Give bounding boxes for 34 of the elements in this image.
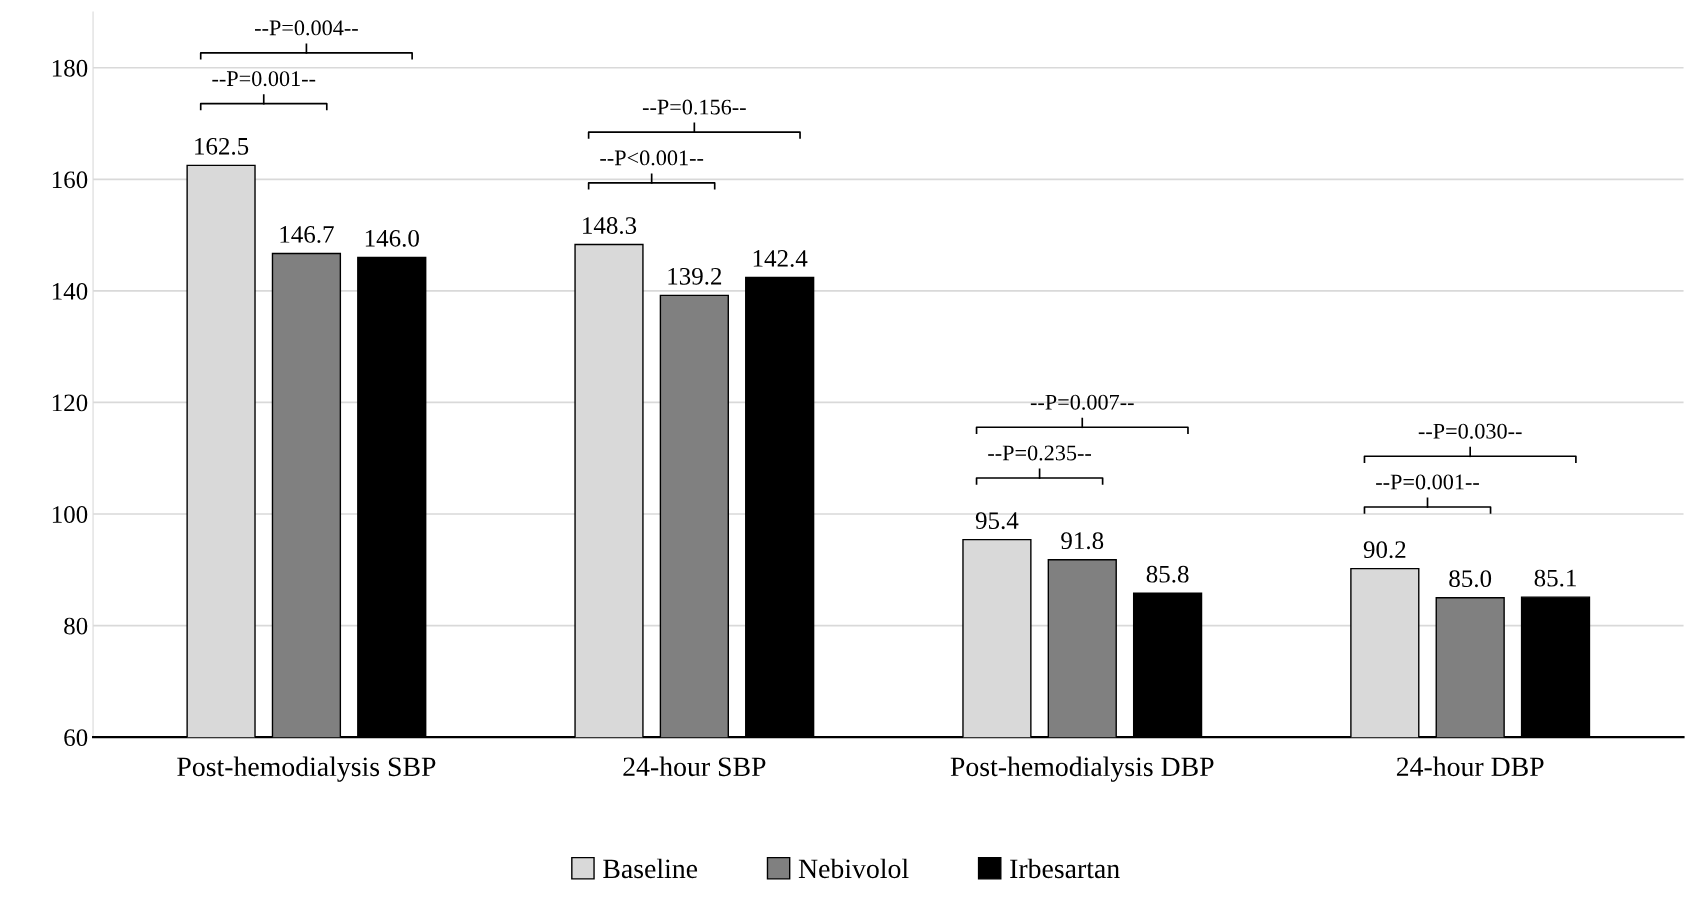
annotation: --P=0.235--: [988, 445, 1092, 461]
text: 85.0: [1449, 570, 1492, 588]
annotation: --P=0.001--: [1376, 474, 1479, 490]
text: 91.8: [1061, 532, 1104, 550]
annotation: --P=0.030--: [1418, 423, 1522, 439]
text: 142.4: [753, 250, 808, 267]
annotation: --P=0.156--: [642, 99, 746, 115]
text: 139.2: [668, 267, 722, 285]
y-tick-label: 60: [64, 729, 88, 747]
legend-label: Nebivolol: [798, 858, 909, 879]
text: 85.1: [1534, 569, 1576, 587]
annotation: --P=0.004--: [255, 20, 358, 36]
text: 146.7: [280, 226, 334, 243]
text: 146.0: [365, 229, 419, 247]
annotation: --P=0.001--: [212, 71, 316, 87]
annotation: --P<0.001--: [600, 150, 704, 166]
text: 148.3: [583, 217, 637, 235]
legend-label: Irbesartan: [1010, 858, 1120, 879]
y-tick-label: 140: [52, 282, 88, 300]
y-tick-label: 80: [64, 617, 88, 635]
text: 95.4: [975, 512, 1019, 530]
x-tick-label: 24-hour DBP: [1396, 756, 1544, 777]
text: 162.5: [195, 137, 249, 155]
legend-label: Baseline: [603, 858, 698, 879]
x-tick-label: Post-hemodialysis SBP: [177, 756, 436, 782]
y-tick-label: 160: [52, 171, 88, 189]
x-tick-label: Post-hemodialysis DBP: [950, 756, 1214, 782]
y-tick-label: 100: [52, 506, 88, 523]
text: 90.2: [1363, 541, 1406, 559]
x-tick-label: 24-hour SBP: [623, 756, 766, 777]
y-tick-label: 120: [52, 394, 88, 412]
text: 85.8: [1146, 565, 1189, 583]
annotation: --P=0.007--: [1030, 394, 1134, 410]
y-tick-label: 180: [52, 59, 88, 77]
